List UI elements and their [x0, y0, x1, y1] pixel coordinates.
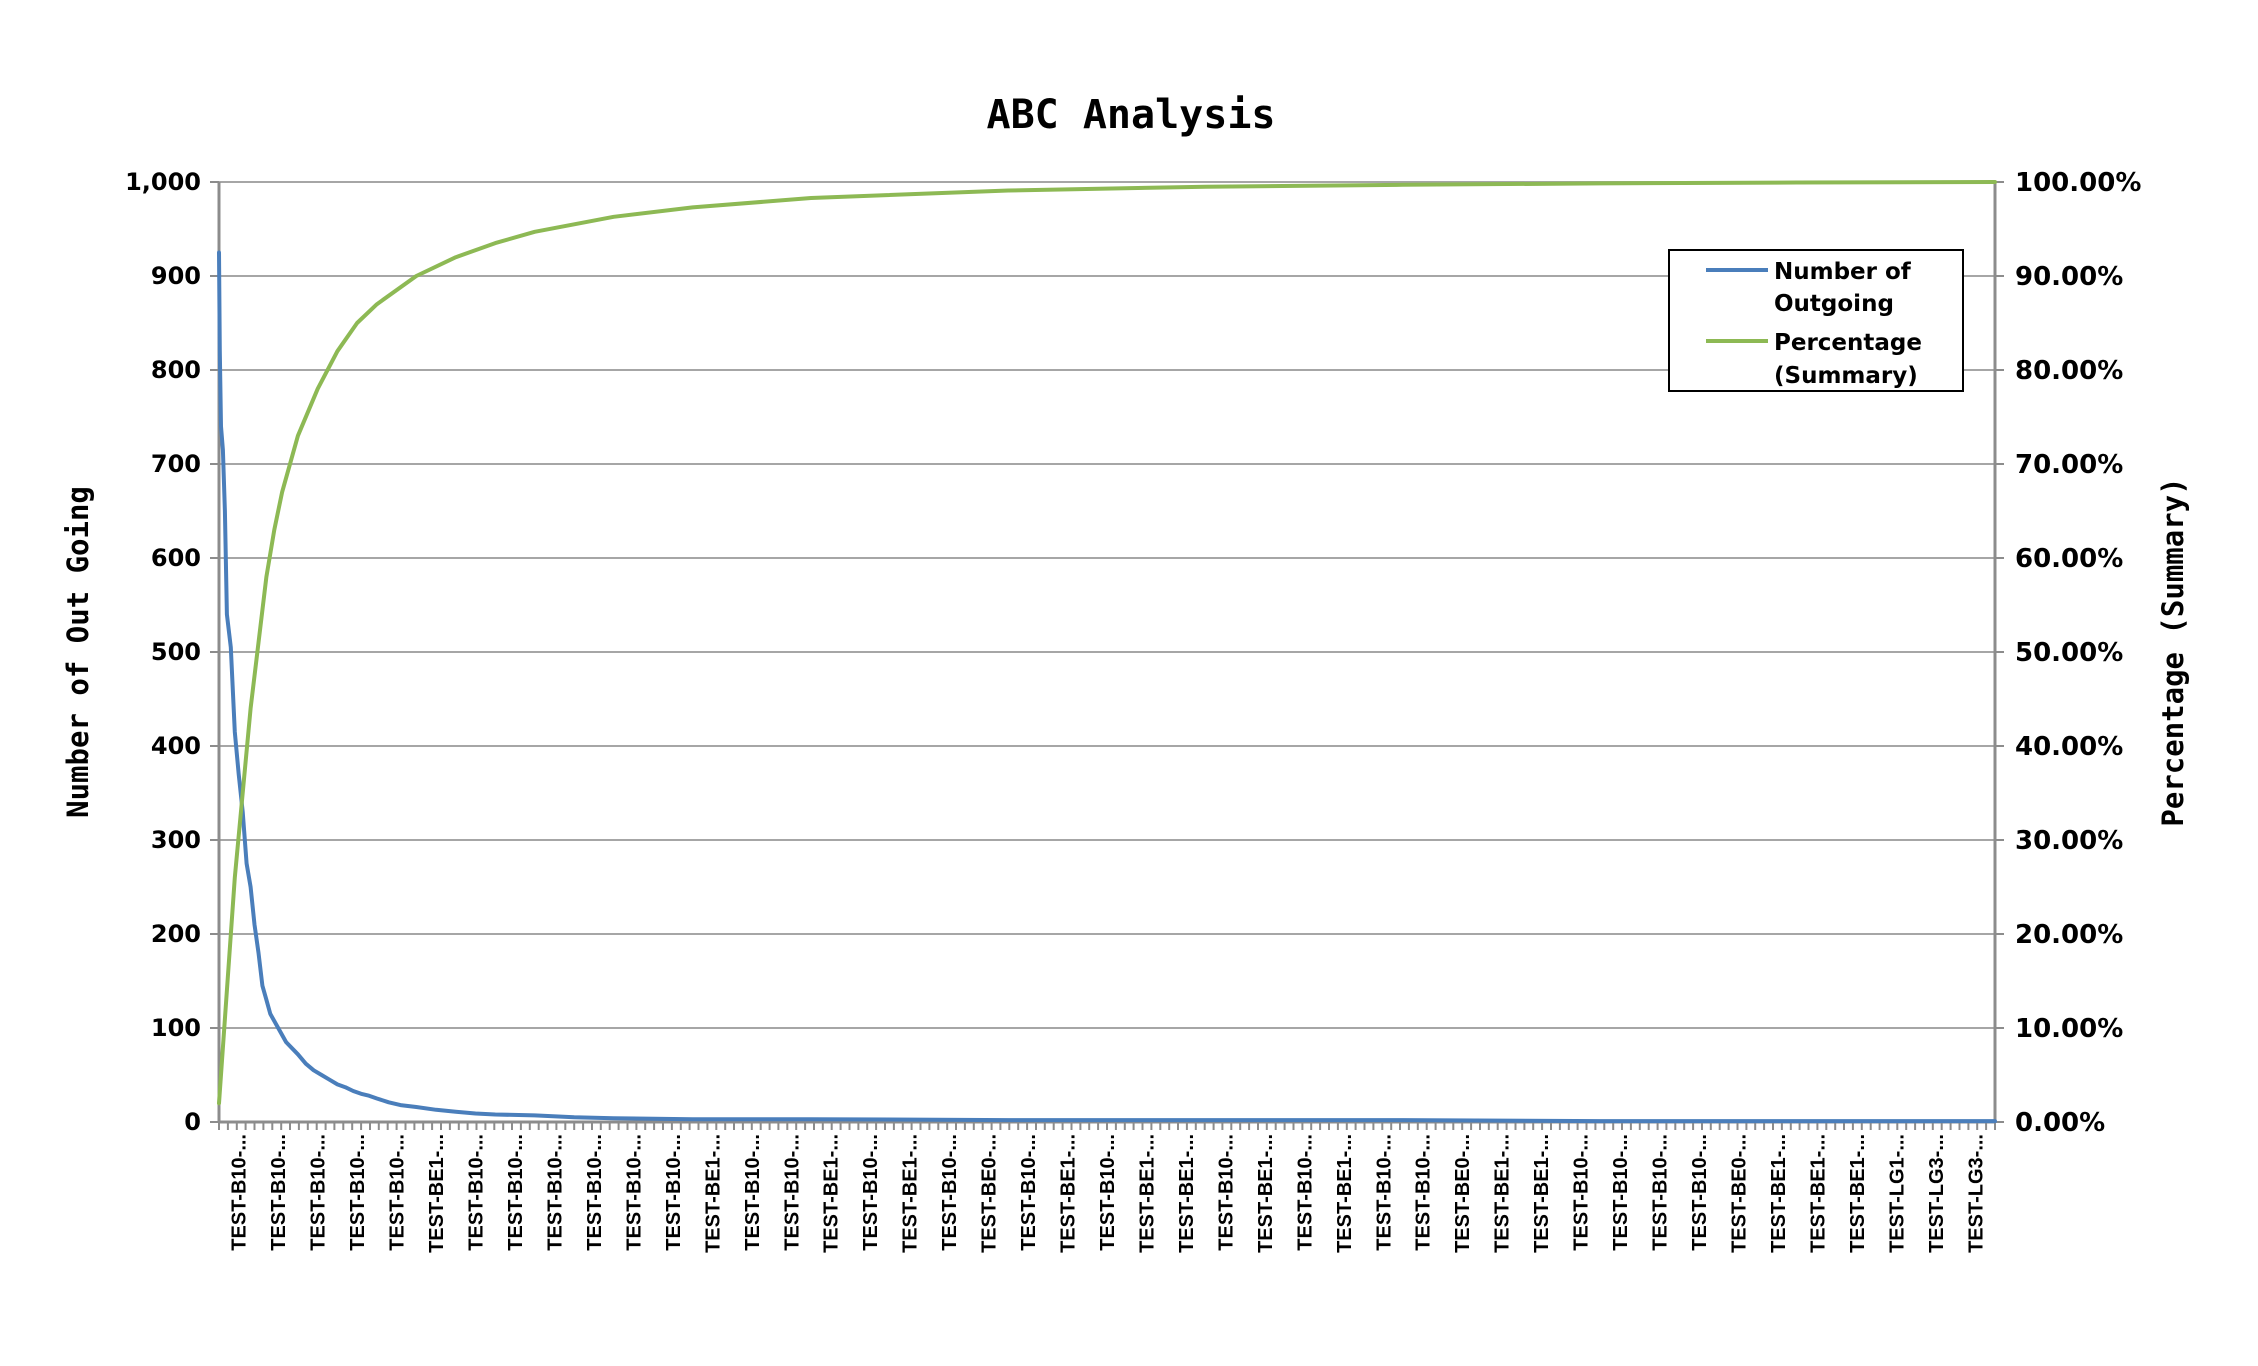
- x-tick-label: TEST-B10-...: [387, 1134, 409, 1251]
- x-tick-label: TEST-BE0-...: [1729, 1134, 1751, 1253]
- x-tick-label: TEST-B10-...: [1294, 1134, 1316, 1251]
- legend: Number of Outgoing Percentage (Summary): [1668, 249, 1964, 392]
- x-tick-label: TEST-B10-...: [308, 1134, 330, 1251]
- x-tick-label: TEST-BE1-...: [1334, 1134, 1356, 1253]
- right-tick-label: 90.00%: [2015, 262, 2123, 292]
- legend-label-percentage-line2: (Summary): [1774, 363, 1918, 389]
- right-tick-label: 30.00%: [2015, 826, 2123, 856]
- left-tick-label: 1,000: [125, 168, 201, 196]
- x-tick-label: TEST-B10-...: [268, 1134, 290, 1251]
- x-tick-label: TEST-BE1-...: [1492, 1134, 1514, 1253]
- x-tick-label: TEST-B10-...: [939, 1134, 961, 1251]
- x-tick-label: TEST-B10-...: [1018, 1134, 1040, 1251]
- right-tick-label: 60.00%: [2015, 544, 2123, 574]
- x-tick-label: TEST-BE1-...: [1137, 1134, 1159, 1253]
- x-tick-label: TEST-B10-...: [584, 1134, 606, 1251]
- left-tick-label: 400: [151, 732, 201, 760]
- left-tick-label: 300: [151, 826, 201, 854]
- x-tick-label: TEST-B10-...: [1097, 1134, 1119, 1251]
- x-tick-label: TEST-B10-...: [1215, 1134, 1237, 1251]
- x-tick-label: TEST-B10-...: [860, 1134, 882, 1251]
- x-tick-label: TEST-BE1-...: [1176, 1134, 1198, 1253]
- x-tick-label: TEST-BE1-...: [1847, 1134, 1869, 1253]
- x-tick-label: TEST-BE1-...: [1768, 1134, 1790, 1253]
- left-tick-label: 600: [151, 544, 201, 572]
- left-tick-label: 0: [184, 1108, 201, 1136]
- y-axis-right-label: Percentage (Summary): [2156, 477, 2190, 826]
- left-tick-label: 700: [151, 450, 201, 478]
- x-tick-label: TEST-B10-...: [347, 1134, 369, 1251]
- x-tick-label: TEST-B10-...: [1689, 1134, 1711, 1251]
- x-tick-label: TEST-BE1-...: [702, 1134, 724, 1253]
- right-tick-label: 0.00%: [2015, 1108, 2105, 1138]
- x-tick-label: TEST-B10-...: [466, 1134, 488, 1251]
- x-tick-label: TEST-BE1-...: [426, 1134, 448, 1253]
- right-tick-label: 80.00%: [2015, 356, 2123, 386]
- right-tick-label: 100.00%: [2015, 168, 2141, 198]
- legend-label-number-of-outgoing-line1: Number of: [1774, 259, 1912, 285]
- left-axis-ticks: 0 100 200 300 400 500 600 700 800 900 1,000: [125, 168, 219, 1136]
- x-tick-label: TEST-B10-...: [229, 1134, 251, 1251]
- x-tick-label: TEST-B10-...: [1413, 1134, 1435, 1251]
- legend-label-percentage-line1: Percentage: [1774, 330, 1922, 356]
- x-tick-label: TEST-B10-...: [781, 1134, 803, 1251]
- x-tick-label: TEST-LG1-...: [1886, 1134, 1908, 1253]
- y-axis-left-label: Number of Out Going: [61, 486, 95, 818]
- x-tick-label: TEST-BE0-...: [979, 1134, 1001, 1253]
- legend-box: [1668, 249, 1964, 392]
- series-line-number-of-outgoing: [217, 250, 1997, 1124]
- left-tick-label: 200: [151, 920, 201, 948]
- left-tick-label: 500: [151, 638, 201, 666]
- x-tick-label: TEST-BE1-...: [1058, 1134, 1080, 1253]
- series-lines: [217, 180, 1997, 1124]
- right-tick-label: 20.00%: [2015, 920, 2123, 950]
- x-tick-label: TEST-BE1-...: [1531, 1134, 1553, 1253]
- left-tick-label: 100: [151, 1014, 201, 1042]
- right-tick-label: 70.00%: [2015, 450, 2123, 480]
- x-tick-label: TEST-B10-...: [1650, 1134, 1672, 1251]
- chart-title: ABC Analysis: [987, 92, 1276, 138]
- x-tick-label: TEST-BE0-...: [1452, 1134, 1474, 1253]
- legend-label-number-of-outgoing-line2: Outgoing: [1774, 291, 1894, 317]
- x-tick-label: TEST-LG3-...: [1965, 1134, 1987, 1253]
- x-tick-label: TEST-B10-...: [623, 1134, 645, 1251]
- x-tick-label: TEST-LG3-...: [1926, 1134, 1948, 1253]
- x-tick-label: TEST-B10-...: [663, 1134, 685, 1251]
- x-tick-label: TEST-B10-...: [1571, 1134, 1593, 1251]
- x-tick-label: TEST-B10-...: [1610, 1134, 1632, 1251]
- x-tick-label: TEST-B10-...: [505, 1134, 527, 1251]
- right-tick-label: 10.00%: [2015, 1014, 2123, 1044]
- series-line-percentage-summary: [217, 180, 1997, 1106]
- left-tick-label: 800: [151, 356, 201, 384]
- right-axis-ticks: 0.00% 10.00% 20.00% 30.00% 40.00% 50.00% 60.00…: [1995, 168, 2141, 1138]
- x-axis-tick-marks: [218, 1122, 1996, 1130]
- x-tick-label: TEST-B10-...: [1373, 1134, 1395, 1251]
- left-tick-label: 900: [151, 262, 201, 290]
- x-tick-label: TEST-BE1-...: [821, 1134, 843, 1253]
- x-tick-label: TEST-BE1-...: [1807, 1134, 1829, 1253]
- x-axis-ticks: TEST-B10-... TEST-B10-... TEST-B10-... TEST…: [229, 1134, 1988, 1253]
- x-tick-label: TEST-B10-...: [545, 1134, 567, 1251]
- x-tick-label: TEST-B10-...: [742, 1134, 764, 1251]
- x-tick-label: TEST-BE1-...: [900, 1134, 922, 1253]
- right-tick-label: 40.00%: [2015, 732, 2123, 762]
- x-tick-label: TEST-BE1-...: [1255, 1134, 1277, 1253]
- right-tick-label: 50.00%: [2015, 638, 2123, 668]
